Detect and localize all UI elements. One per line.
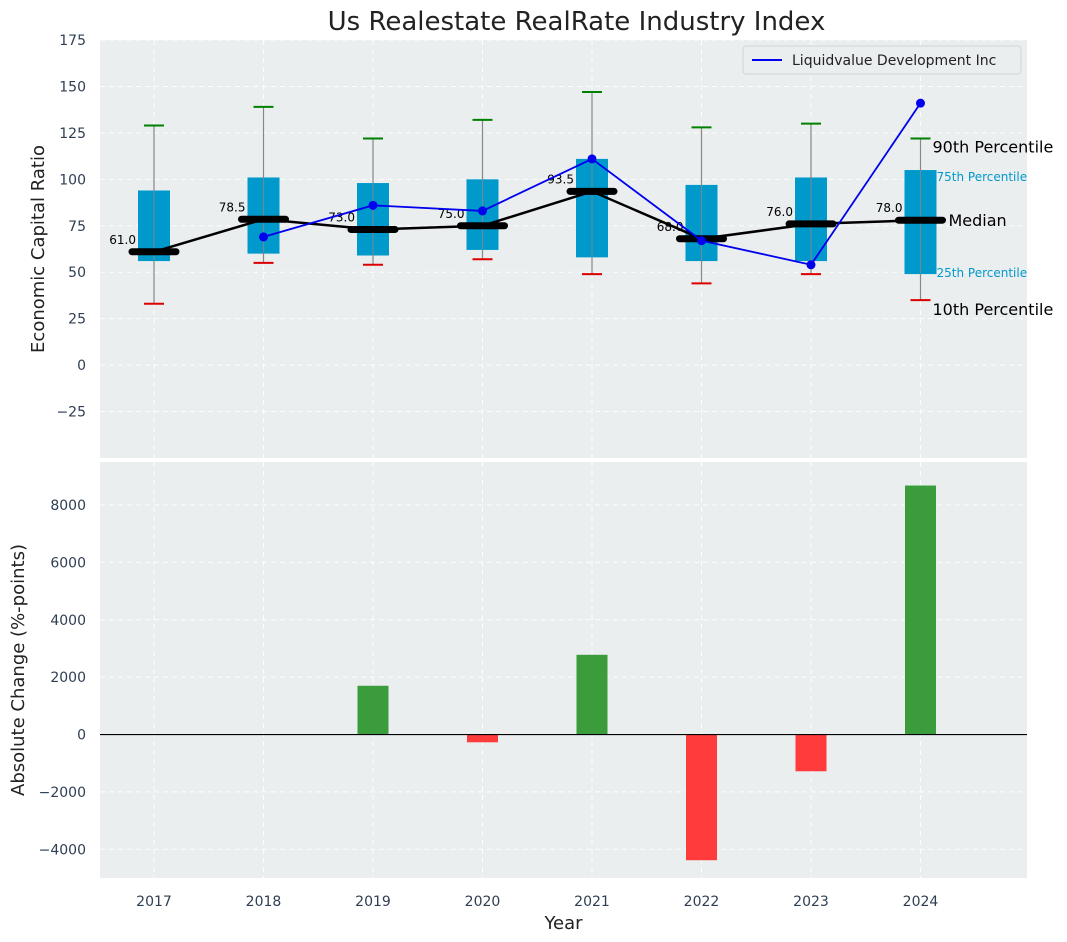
change-bar-2023 xyxy=(795,734,827,772)
annot-p90: 90th Percentile xyxy=(933,137,1054,156)
top-y-tick-label: 100 xyxy=(59,172,86,188)
series-point-2024 xyxy=(916,98,925,108)
median-label-2017: 61.0 xyxy=(109,233,136,247)
percentile-annotations: 90th Percentile 75th Percentile Median 25th… xyxy=(933,137,1054,319)
chart-title: Us Realestate RealRate Industry Index xyxy=(328,7,826,37)
bottom-y-ticks: −4000 −2000 0 2000 4000 6000 8000 xyxy=(39,498,86,858)
x-tick-label: 2024 xyxy=(903,894,939,910)
top-y-tick-label: 0 xyxy=(77,358,86,374)
series-point-2021 xyxy=(587,154,597,164)
median-trend xyxy=(153,190,921,253)
top-y-tick-label: 50 xyxy=(68,265,86,281)
x-tick-label: 2017 xyxy=(136,894,172,910)
annot-p75: 75th Percentile xyxy=(937,170,1028,184)
series-point-2020 xyxy=(478,206,487,216)
change-bar-2022 xyxy=(686,734,717,861)
annot-median: Median xyxy=(949,211,1007,230)
bottom-y-tick-label: −2000 xyxy=(39,785,86,801)
median-label-2024: 78.0 xyxy=(876,201,903,215)
x-tick-label: 2023 xyxy=(793,894,829,910)
legend-box xyxy=(742,45,1022,75)
top-y-tick-label: 75 xyxy=(68,219,86,235)
median-label-2019: 73.0 xyxy=(328,210,355,224)
bottom-y-tick-label: −4000 xyxy=(39,842,86,858)
bottom-y-tick-label: 8000 xyxy=(50,498,86,514)
legend-label: Liquidvalue Development Inc xyxy=(792,53,996,69)
bottom-y-tick-label: 0 xyxy=(77,728,86,744)
change-bars xyxy=(357,485,936,861)
x-tick-label: 2022 xyxy=(684,894,720,910)
change-bar-2020 xyxy=(467,734,498,743)
bottom-y-axis-label: Absolute Change (%-points) xyxy=(8,544,29,796)
change-bar-2019 xyxy=(357,685,389,735)
x-tick-label: 2019 xyxy=(355,894,391,910)
median-label-2023: 76.0 xyxy=(766,205,793,219)
bottom-y-tick-label: 6000 xyxy=(50,555,86,571)
top-y-tick-label: −25 xyxy=(56,405,86,421)
bottom-y-tick-label: 4000 xyxy=(50,613,86,629)
bottom-plot-area xyxy=(100,462,1027,878)
series-point-2022 xyxy=(697,236,706,246)
series-point-2018 xyxy=(259,232,268,242)
median-trend-line xyxy=(153,190,921,253)
legend: Liquidvalue Development Inc xyxy=(742,45,1022,75)
annot-p10: 10th Percentile xyxy=(933,300,1054,319)
x-ticks: 2017 2018 2019 2020 2021 2022 2023 2024 xyxy=(136,894,938,910)
top-y-tick-label: 175 xyxy=(59,33,86,49)
annot-p25: 25th Percentile xyxy=(937,266,1028,280)
top-y-ticks: −25 0 25 50 75 100 125 150 175 xyxy=(56,33,86,421)
bottom-y-tick-label: 2000 xyxy=(50,670,86,686)
x-tick-label: 2020 xyxy=(465,894,501,910)
top-y-tick-label: 150 xyxy=(59,79,86,95)
top-y-tick-label: 25 xyxy=(68,312,86,328)
change-bar-2021 xyxy=(576,654,608,735)
change-bar-2024 xyxy=(905,485,936,735)
top-y-tick-label: 125 xyxy=(59,126,86,142)
top-plot-area xyxy=(100,40,1027,458)
median-label-2018: 78.5 xyxy=(219,200,246,214)
series-point-2019 xyxy=(368,200,378,210)
series-point-2023 xyxy=(806,260,816,270)
x-axis-label: Year xyxy=(543,913,583,934)
top-y-axis-label: Economic Capital Ratio xyxy=(28,145,49,353)
company-series xyxy=(259,98,925,270)
median-label-2021: 93.5 xyxy=(547,172,574,186)
x-tick-label: 2021 xyxy=(574,894,610,910)
x-tick-label: 2018 xyxy=(246,894,282,910)
